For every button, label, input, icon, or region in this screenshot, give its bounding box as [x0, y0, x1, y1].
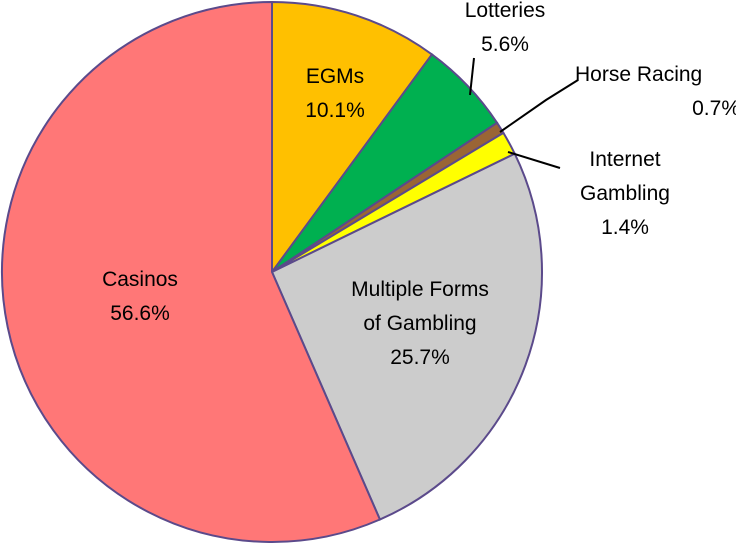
slice-label: Casinos 56.6%: [70, 263, 210, 331]
category-label: Internet Gambling: [580, 148, 670, 205]
slice-label: Multiple Forms of Gambling 25.7%: [340, 273, 500, 375]
value-label: 5.6%: [481, 33, 529, 56]
category-label: Casinos: [102, 268, 178, 291]
slice-label: Internet Gambling 1.4%: [555, 143, 695, 245]
pie-slice: [1, 0, 382, 543]
value-label: 1.4%: [601, 216, 649, 239]
slice-label: EGMs 10.1%: [290, 60, 380, 128]
category-label: Lotteries: [464, 0, 546, 22]
leader-line: [469, 57, 475, 96]
category-label: Horse Racing: [575, 63, 703, 86]
leader-line: [507, 151, 561, 169]
pie-slice: [271, 0, 434, 276]
category-label: EGMs: [305, 65, 365, 88]
leader-line: [499, 79, 579, 133]
value-label: 25.7%: [390, 346, 450, 369]
slice-label: Horse Racing 0.7%: [575, 58, 736, 126]
pie-slice: [270, 152, 543, 521]
slice-label: Lotteries 5.6%: [440, 0, 570, 62]
value-label: 10.1%: [305, 99, 365, 122]
value-label: 0.7%: [692, 97, 736, 120]
value-label: 56.6%: [110, 302, 170, 325]
category-label: Multiple Forms of Gambling: [351, 278, 489, 335]
